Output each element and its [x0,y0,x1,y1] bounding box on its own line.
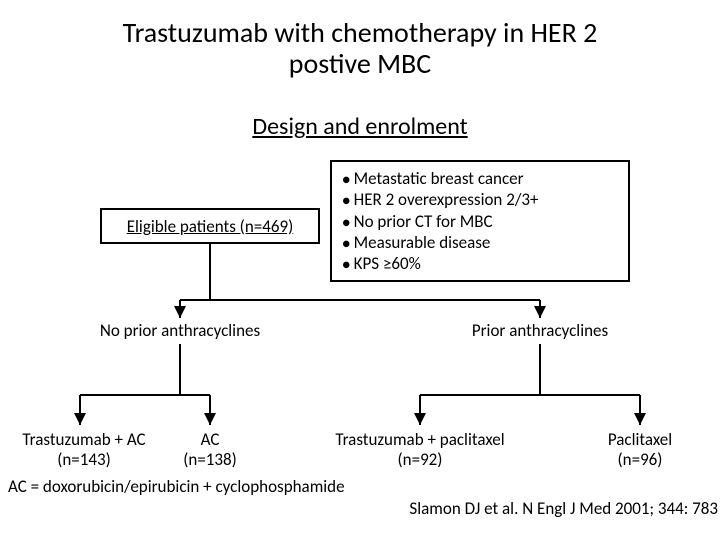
arm-1-line1: Trastuzumab + AC [22,429,145,450]
arm-4-line2: (n=96) [618,449,663,470]
footnote: AC = doxorubicin/epirubicin + cyclophosp… [8,476,345,497]
arm-1: Trastuzumab + AC (n=143) [4,430,164,469]
arm-2-line2: (n=138) [183,449,237,470]
branch-right: Prior anthracyclines [430,320,650,341]
arm-3-line1: Trastuzumab + paclitaxel [335,429,504,450]
arm-4: Paclitaxel (n=96) [570,430,710,469]
arm-3: Trastuzumab + paclitaxel (n=92) [310,430,530,469]
arm-3-line2: (n=92) [398,449,443,470]
arm-1-line2: (n=143) [57,449,111,470]
slide-root: Trastuzumab with chemotherapy in HER 2 p… [0,0,720,540]
arm-2-line1: AC [201,429,220,450]
branch-left: No prior anthracyclines [70,320,290,341]
citation: Slamon DJ et al. N Engl J Med 2001; 344:… [409,498,718,519]
arm-2: AC (n=138) [150,430,270,469]
arm-4-line1: Paclitaxel [608,429,672,450]
